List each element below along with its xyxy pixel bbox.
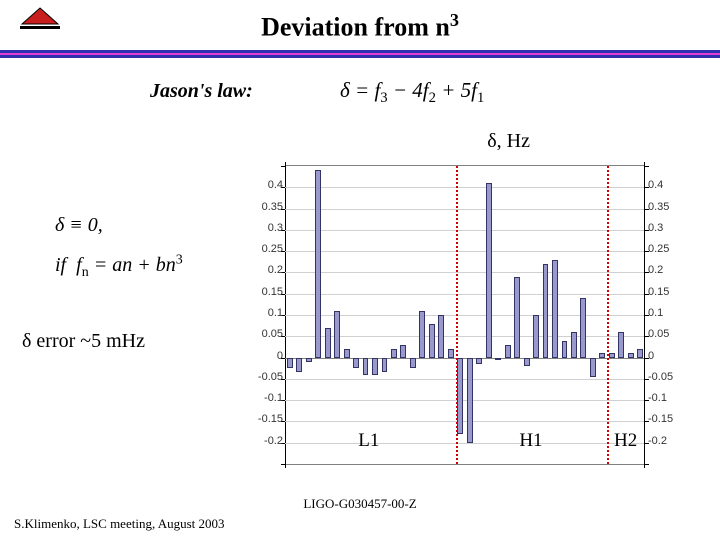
ytick-left: 0.3 (245, 222, 283, 234)
bar (486, 183, 492, 358)
ytick-right: -0.05 (648, 371, 690, 383)
main-formula: δ = f3 − 4f2 + 5f1 (340, 78, 484, 107)
bar (353, 358, 359, 369)
ytick-right: 0.1 (648, 307, 690, 319)
bar (448, 349, 454, 358)
bar (495, 358, 501, 360)
bar (296, 358, 302, 373)
bar (590, 358, 596, 377)
ytick-left: -0.1 (245, 392, 283, 404)
bar (552, 260, 558, 358)
bar (334, 311, 340, 358)
bar (533, 315, 539, 358)
side-formula: δ ≡ 0,if fn = an + bn3 (55, 205, 183, 287)
bar (628, 353, 634, 357)
footer: S.Klimenko, LSC meeting, August 2003 (14, 516, 225, 532)
bar (609, 353, 615, 357)
bar (287, 358, 293, 369)
ytick-right: 0.05 (648, 328, 690, 340)
bar (438, 315, 444, 358)
document-id: LIGO-G030457-00-Z (0, 496, 720, 512)
bar (429, 324, 435, 358)
bar (410, 358, 416, 369)
bar (363, 358, 369, 375)
ytick-left: -0.2 (245, 435, 283, 447)
bar (382, 358, 388, 373)
bar (524, 358, 530, 367)
region-label: L1 (358, 430, 379, 452)
bar (571, 332, 577, 358)
ytick-right: 0.35 (648, 201, 690, 213)
ytick-left: 0 (245, 350, 283, 362)
error-text: δ error ~5 mHz (22, 330, 145, 353)
bar (637, 349, 643, 358)
ytick-right: 0.2 (648, 264, 690, 276)
ytick-left: 0.15 (245, 286, 283, 298)
bar (562, 341, 568, 358)
ytick-right: -0.1 (648, 392, 690, 404)
bar (514, 277, 520, 358)
ytick-right: -0.15 (648, 413, 690, 425)
ytick-left: 0.2 (245, 264, 283, 276)
ytick-right: 0 (648, 350, 690, 362)
ytick-right: 0.15 (648, 286, 690, 298)
subtitle: Jason's law: (150, 80, 253, 103)
ytick-left: -0.15 (245, 413, 283, 425)
bar (325, 328, 331, 358)
ytick-left: 0.1 (245, 307, 283, 319)
bar (306, 358, 312, 362)
bar-chart: L1 H1 H2 -0.2 -0.2 -0.15 -0.15 -0.1 -0.1 -0.05 -0… (245, 160, 690, 480)
bar (505, 345, 511, 358)
ytick-left: 0.25 (245, 243, 283, 255)
ytick-left: 0.35 (245, 201, 283, 213)
ytick-right: 0.3 (648, 222, 690, 234)
bar (618, 332, 624, 358)
page-title: Deviation from n3 (0, 0, 720, 43)
bar (467, 358, 473, 443)
bar (543, 264, 549, 358)
bar (391, 349, 397, 358)
y-axis-label: δ, Hz (487, 130, 530, 153)
ytick-right: -0.2 (648, 435, 690, 447)
bar (315, 170, 321, 357)
bar (580, 298, 586, 358)
header-divider (0, 50, 720, 58)
logo (18, 6, 62, 41)
ytick-left: 0.05 (245, 328, 283, 340)
bar (372, 358, 378, 375)
ytick-right: 0.4 (648, 179, 690, 191)
region-divider (607, 166, 609, 464)
region-divider (456, 166, 458, 464)
ytick-left: -0.05 (245, 371, 283, 383)
bar (344, 349, 350, 358)
ytick-left: 0.4 (245, 179, 283, 191)
bar (400, 345, 406, 358)
region-label: H1 (519, 430, 542, 452)
bar (419, 311, 425, 358)
bar (457, 358, 463, 435)
bar (476, 358, 482, 364)
region-label: H2 (614, 430, 637, 452)
bar (599, 353, 605, 357)
ytick-right: 0.25 (648, 243, 690, 255)
